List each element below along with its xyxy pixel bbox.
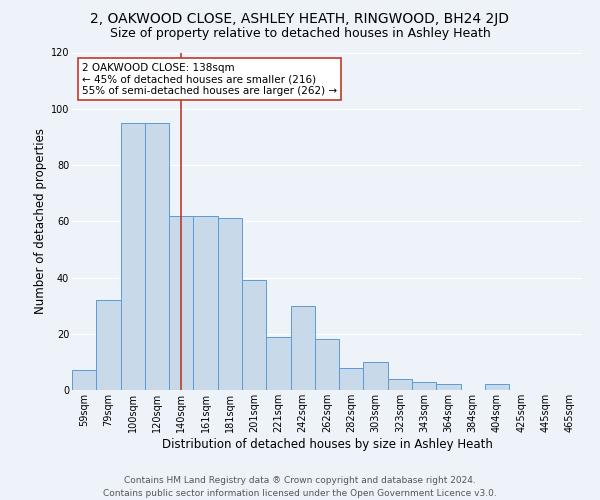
Bar [436, 384, 461, 390]
Bar [169, 216, 193, 390]
Bar [290, 306, 315, 390]
Text: Size of property relative to detached houses in Ashley Heath: Size of property relative to detached ho… [110, 28, 490, 40]
Bar [364, 362, 388, 390]
Y-axis label: Number of detached properties: Number of detached properties [34, 128, 47, 314]
X-axis label: Distribution of detached houses by size in Ashley Heath: Distribution of detached houses by size … [161, 438, 493, 450]
Bar [266, 336, 290, 390]
Bar [193, 216, 218, 390]
Bar [218, 218, 242, 390]
Bar [315, 340, 339, 390]
Text: 2 OAKWOOD CLOSE: 138sqm
← 45% of detached houses are smaller (216)
55% of semi-d: 2 OAKWOOD CLOSE: 138sqm ← 45% of detache… [82, 62, 337, 96]
Text: 2, OAKWOOD CLOSE, ASHLEY HEATH, RINGWOOD, BH24 2JD: 2, OAKWOOD CLOSE, ASHLEY HEATH, RINGWOOD… [91, 12, 509, 26]
Bar [72, 370, 96, 390]
Text: Contains HM Land Registry data ® Crown copyright and database right 2024.
Contai: Contains HM Land Registry data ® Crown c… [103, 476, 497, 498]
Bar [388, 379, 412, 390]
Bar [412, 382, 436, 390]
Bar [339, 368, 364, 390]
Bar [485, 384, 509, 390]
Bar [242, 280, 266, 390]
Bar [145, 123, 169, 390]
Bar [121, 123, 145, 390]
Bar [96, 300, 121, 390]
